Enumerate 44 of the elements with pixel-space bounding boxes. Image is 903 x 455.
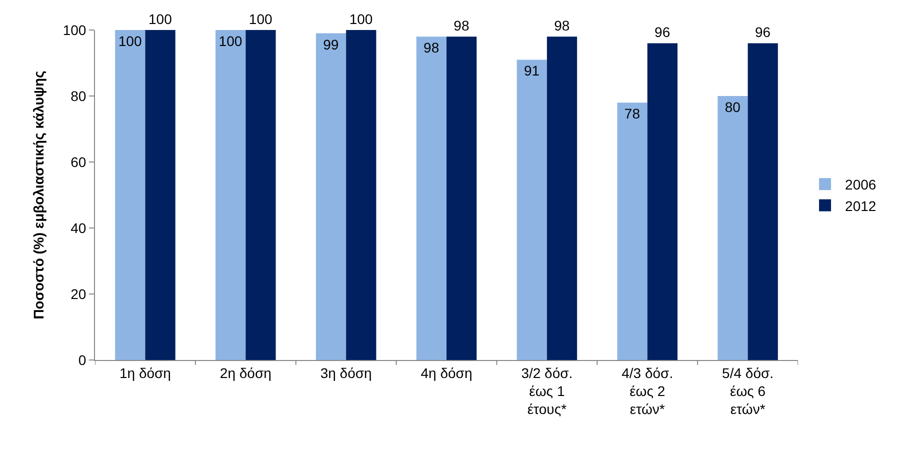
y-tick-label: 100 [62, 22, 86, 38]
x-tick-label: 1η δόση [119, 364, 171, 381]
bar [647, 43, 678, 360]
data-label: 99 [323, 36, 339, 52]
legend-label: 2012 [845, 198, 876, 214]
bar [316, 33, 346, 360]
data-label: 100 [349, 11, 373, 27]
data-label: 98 [424, 40, 440, 56]
x-tick-label: 4/3 δόσ. έως 2 ετών* [622, 364, 674, 418]
legend-label: 2006 [845, 176, 876, 193]
x-tick-label: 4η δόση [420, 364, 472, 381]
bar [346, 30, 376, 360]
bar [546, 36, 578, 360]
bar [748, 43, 778, 360]
data-label: 78 [624, 106, 640, 122]
bar [718, 96, 748, 360]
data-label: 98 [554, 18, 570, 34]
data-label: 96 [654, 24, 670, 40]
data-label: 100 [148, 11, 172, 27]
data-label: 100 [118, 33, 142, 49]
data-label: 100 [218, 33, 242, 49]
bar [216, 30, 246, 360]
bar [446, 36, 477, 360]
bar [115, 30, 146, 360]
y-tick-label: 80 [70, 88, 86, 104]
y-tick-label: 60 [70, 154, 86, 170]
data-label: 98 [454, 18, 470, 34]
bar [246, 30, 276, 360]
bar [145, 30, 176, 360]
y-axis-title: Ποσοστό (%) εμβολιαστικής κάλυψης [30, 70, 46, 320]
data-label: 96 [754, 24, 771, 40]
bar [516, 60, 547, 360]
x-tick-label: 3η δόση [320, 364, 372, 381]
x-tick-label: 3/2 δόσ. έως 1 έτους* [521, 364, 573, 418]
bar [617, 102, 648, 360]
bar [416, 36, 446, 360]
data-label: 91 [524, 62, 540, 79]
y-tick-label: 40 [70, 220, 86, 236]
data-label: 100 [248, 11, 272, 27]
x-tick-label: 2η δόση [220, 364, 272, 381]
y-tick-label: 20 [70, 286, 86, 302]
x-tick-label: 5/4 δόσ. έως 6 ετών* [722, 364, 774, 418]
data-label: 80 [724, 99, 741, 115]
y-tick-label: 0 [78, 352, 86, 368]
